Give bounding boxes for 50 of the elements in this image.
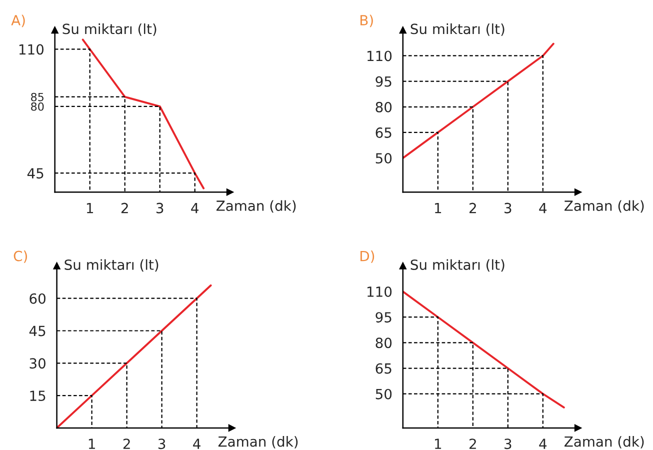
x-axis-title: Zaman (dk) xyxy=(218,436,298,448)
line-series xyxy=(56,284,212,428)
line-series xyxy=(402,290,565,408)
y-tick-label: 15 xyxy=(30,390,46,402)
y-tick-label: 95 xyxy=(376,76,392,87)
y-tick-label: 60 xyxy=(30,293,46,304)
y-tick-label: 110 xyxy=(368,286,392,298)
y-axis-title: Su miktarı (lt) xyxy=(62,23,156,36)
y-tick-label: 30 xyxy=(30,358,46,369)
x-axis-title: Zaman (dk) xyxy=(564,436,644,448)
y-tick-label: 110 xyxy=(19,44,44,55)
y-tick-label: 45 xyxy=(29,326,46,336)
y-axis-title: Su miktarı (lt) xyxy=(410,259,504,272)
y-tick-label: 85 xyxy=(31,92,44,102)
x-tick-label: 1 xyxy=(435,202,442,214)
y-tick-label: 80 xyxy=(376,338,392,348)
x-tick-label: 3 xyxy=(158,438,166,450)
x-axis-title: Zaman (dk) xyxy=(216,200,296,213)
x-tick-label: 4 xyxy=(193,438,200,449)
chart-title: A) xyxy=(11,14,25,28)
x-tick-label: 1 xyxy=(88,438,95,449)
y-tick-label: 80 xyxy=(376,102,392,112)
x-axis-title: Zaman (dk) xyxy=(564,200,644,213)
y-tick-label: 110 xyxy=(368,50,392,62)
line-series xyxy=(402,42,554,160)
y-tick-label: 50 xyxy=(376,388,392,400)
x-tick-label: 3 xyxy=(504,202,512,214)
x-tick-label: 4 xyxy=(539,202,547,214)
x-tick-label: 2 xyxy=(470,202,476,214)
y-axis-title: Su miktarı (lt) xyxy=(64,259,158,272)
y-tick-label: 80 xyxy=(31,102,44,111)
y-tick-label: 45 xyxy=(27,168,44,179)
chart-title: C) xyxy=(14,250,27,263)
chart-title: D) xyxy=(360,250,374,263)
x-tick-label: 2 xyxy=(470,438,476,449)
line-series xyxy=(82,38,205,190)
chart-title: B) xyxy=(360,14,373,28)
y-tick-label: 65 xyxy=(376,127,392,138)
y-tick-label: 95 xyxy=(376,312,392,323)
x-tick-label: 2 xyxy=(121,202,128,214)
x-tick-label: 2 xyxy=(123,438,130,449)
x-tick-label: 3 xyxy=(504,438,512,450)
x-tick-label: 1 xyxy=(435,438,442,449)
x-tick-label: 4 xyxy=(539,438,547,449)
y-axis-title: Su miktarı (lt) xyxy=(410,23,504,36)
x-tick-label: 3 xyxy=(156,202,164,214)
x-tick-label: 1 xyxy=(86,202,93,214)
y-tick-label: 50 xyxy=(376,153,392,164)
y-tick-label: 65 xyxy=(376,363,392,374)
x-tick-label: 4 xyxy=(191,202,198,214)
